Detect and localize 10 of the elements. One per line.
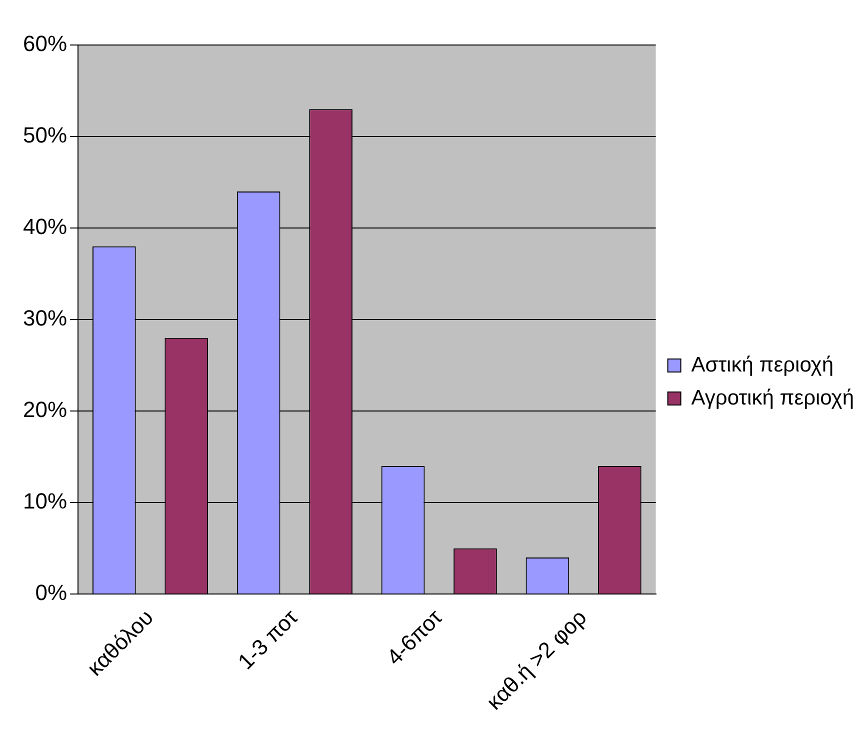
y-tick-label: 30% — [22, 306, 68, 331]
y-tick-label: 40% — [22, 214, 68, 240]
x-tick-label: 1-3 ποτ — [232, 604, 303, 674]
y-tick-label: 60% — [22, 31, 68, 56]
y-tick-label: 50% — [22, 122, 68, 148]
y-tick-label: 20% — [22, 397, 68, 422]
y-tick-label: 10% — [22, 488, 68, 514]
legend-label: Αστική περιοχή — [691, 353, 834, 376]
legend-label: Αγροτική περιοχή — [691, 386, 854, 410]
y-tick-label: 0% — [35, 580, 68, 606]
